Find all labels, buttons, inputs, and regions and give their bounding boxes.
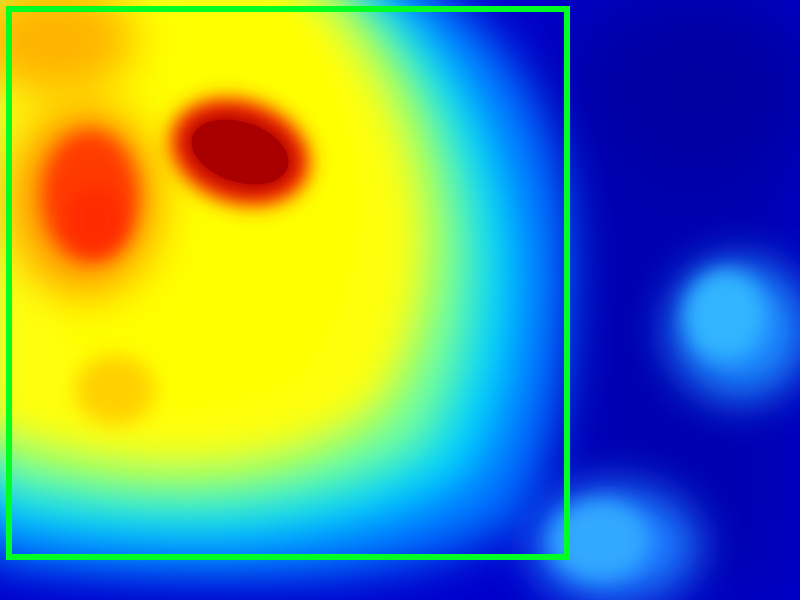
top-right-dark-area bbox=[590, 0, 800, 180]
top-left-orange-patch bbox=[0, 0, 135, 95]
lower-orange-patch bbox=[75, 355, 155, 425]
left-red-hotspot-core bbox=[65, 185, 125, 255]
bottom-warm-blob-core bbox=[550, 500, 650, 580]
upper-dark-red-core bbox=[191, 119, 289, 185]
right-warm-blob-core bbox=[685, 270, 765, 360]
body-yellow-core bbox=[40, 0, 360, 412]
